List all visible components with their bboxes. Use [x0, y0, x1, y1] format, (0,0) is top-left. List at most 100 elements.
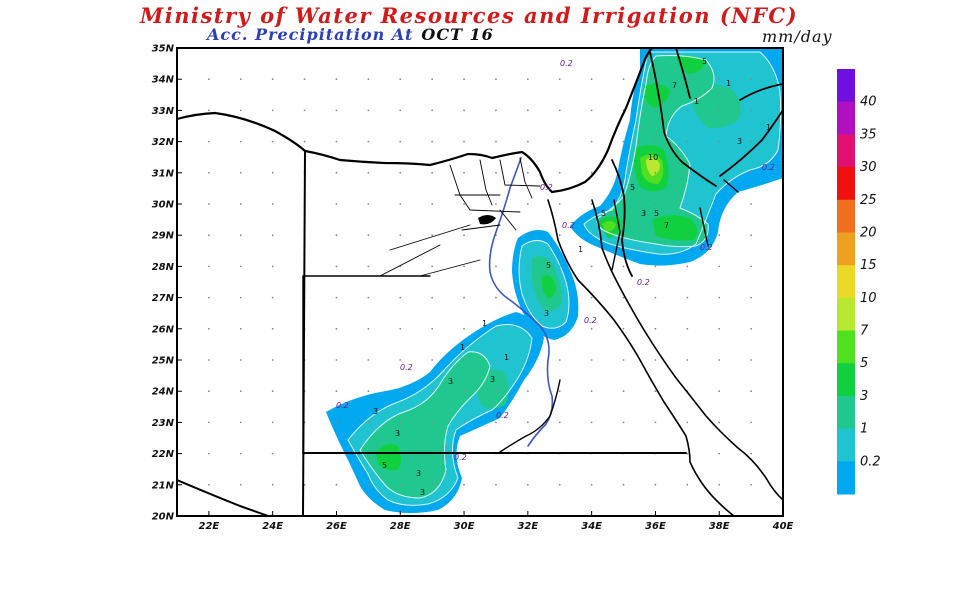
contour-label: 3 — [490, 375, 495, 384]
grid-dot — [463, 296, 465, 299]
rain-cell-upper-egypt — [512, 230, 579, 340]
grid-dot — [399, 390, 402, 393]
grid-dot — [335, 421, 338, 424]
legend-level-label: 40 — [860, 95, 877, 110]
grid-dot — [590, 234, 593, 237]
grid-dot — [239, 452, 242, 455]
north-coastline — [177, 48, 654, 194]
grid-dot — [431, 109, 434, 112]
lon-tick-label: 38E — [709, 521, 730, 532]
grid-dot — [622, 140, 625, 143]
grid-dot — [654, 421, 657, 424]
grid-dot — [335, 327, 338, 330]
grid-dot — [271, 265, 274, 268]
grid-dot — [686, 359, 689, 361]
contour-label: 0.2 — [584, 316, 597, 325]
grid-dot — [271, 327, 274, 330]
lon-tick-label: 34E — [581, 521, 602, 532]
grid-dot — [495, 265, 497, 268]
legend-level-label: 0.2 — [860, 454, 881, 469]
grid-dot — [718, 483, 721, 486]
lon-tick-label: 40E — [772, 521, 794, 532]
contour-line — [359, 351, 491, 499]
grid-dot — [271, 203, 274, 205]
grid-dot — [271, 140, 274, 143]
lon-tick-label: 28E — [390, 521, 411, 532]
band-ne-7 — [602, 154, 664, 232]
grid-dot — [239, 109, 242, 112]
grid-dot — [590, 203, 593, 205]
grid-dot — [686, 483, 689, 486]
grid-dot — [463, 359, 465, 361]
grid-dot — [463, 109, 465, 112]
grid-dot — [718, 390, 721, 393]
subtitle-label: Acc. Precipitation At — [207, 25, 414, 44]
grid-dot — [558, 109, 561, 112]
grid-dot — [750, 327, 753, 330]
lat-tick-label: 32N — [152, 137, 175, 148]
grid-dot — [654, 171, 657, 174]
grid-dot — [590, 140, 593, 143]
grid-dot — [654, 203, 657, 205]
delta-network — [379, 157, 541, 277]
grid-dot — [431, 421, 434, 424]
grid-dot — [558, 296, 561, 299]
legend-swatch — [837, 461, 855, 495]
grid-dot — [590, 265, 593, 268]
contour-label: 5 — [382, 461, 387, 470]
grid-dot — [367, 234, 370, 237]
legend-level-label: 35 — [860, 127, 877, 142]
grid-dot — [750, 483, 753, 486]
grid-dot — [271, 452, 274, 455]
grid-dot — [431, 483, 434, 486]
grid-dot — [495, 296, 497, 299]
grid-dot — [431, 265, 434, 268]
grid-dot — [558, 140, 561, 143]
color-legend: 40 35 30 25 20 15 10 7 5 3 1 0.2 — [837, 69, 881, 495]
grid-dot — [526, 296, 529, 299]
contour-label: 3 — [395, 429, 400, 438]
grid-dot — [271, 421, 274, 424]
contour-label: 5 — [546, 261, 551, 270]
libya-sudan-border — [177, 479, 269, 516]
contour-label: 1 — [504, 353, 509, 362]
grid-dot — [367, 171, 370, 174]
grid-dot — [526, 483, 529, 486]
legend-level-label: 25 — [860, 193, 877, 208]
grid-dot — [558, 78, 561, 81]
grid-dot — [590, 359, 593, 361]
grid-dot — [750, 359, 753, 361]
grid-dot — [558, 171, 561, 174]
grid-dot — [271, 296, 274, 299]
grid-dot — [590, 171, 593, 174]
grid-dot — [654, 390, 657, 393]
rain-band-southwest — [326, 312, 544, 513]
grid-dot — [558, 359, 561, 361]
grid-dot — [335, 78, 338, 81]
grid-dot — [463, 390, 465, 393]
grid-dot — [463, 78, 465, 81]
grid-dot — [207, 452, 210, 455]
grid-dot — [399, 483, 402, 486]
grid-dot — [654, 327, 657, 330]
grid-dot — [654, 265, 657, 268]
legend-level-label: 20 — [860, 225, 877, 240]
grid-dot — [335, 171, 338, 174]
contour-label: 5 — [630, 183, 635, 192]
contour-label: 0.2 — [454, 453, 467, 462]
grid-dot — [622, 171, 625, 174]
contour-label: 0.2 — [562, 221, 575, 230]
legend-level-label: 5 — [860, 356, 868, 371]
grid-dot — [622, 483, 625, 486]
contour-line — [347, 324, 533, 506]
grid-dot — [750, 203, 753, 205]
grid-dot — [686, 140, 689, 143]
contour-label: 0.2 — [560, 59, 573, 68]
grid-dot — [367, 296, 370, 299]
grid-dot — [335, 109, 338, 112]
grid-dot — [590, 390, 593, 393]
contour-line — [518, 240, 570, 329]
legend-swatch — [837, 101, 855, 135]
sinai-interior — [611, 179, 739, 271]
